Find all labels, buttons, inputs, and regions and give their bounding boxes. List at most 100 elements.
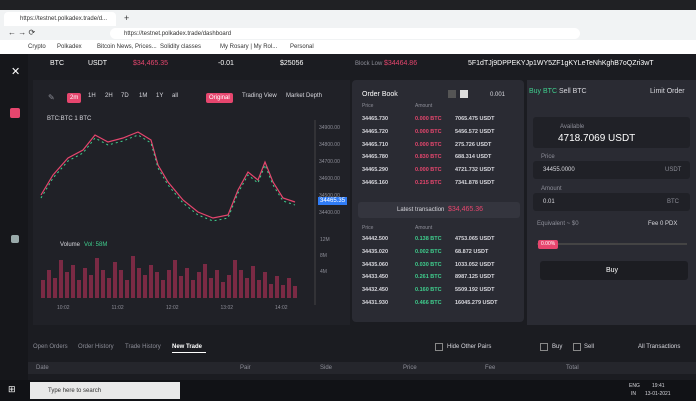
price-tick: 34800.00 [319,142,340,148]
history-tab[interactable]: Order History [78,344,114,350]
chart-view[interactable]: Original [206,93,233,103]
book-cell: 0.261 BTC [415,274,442,281]
table-header [28,362,696,374]
history-tab[interactable]: Trade History [125,344,161,350]
amount-label: Amount [541,186,562,192]
bookmark[interactable]: Crypto [28,44,46,50]
volume-bars [41,256,297,298]
latest-box [358,202,520,218]
book-header: Amount [415,103,433,109]
view-toggle[interactable] [460,90,468,98]
timeframe[interactable]: all [172,93,179,99]
checkbox[interactable] [573,343,581,351]
new-tab[interactable]: + [124,13,130,23]
slider-track[interactable] [537,243,687,245]
time-tick: 14:02 [275,305,288,311]
price-tick: 34600.00 [319,176,340,182]
book-cell: 34431.930 [362,300,388,306]
book-cell: 34442.500 [362,236,388,242]
slider-value[interactable]: 0.00% [538,240,559,249]
equivalent: Equivalent ~ $0 [537,221,579,227]
buy-tab[interactable]: Buy BTC [529,88,558,95]
volume-tick: 12M [320,237,330,243]
book-cell: 34465.290 [362,167,388,174]
book-cell: 34433.450 [362,274,388,281]
timeframe[interactable]: 7D [121,93,129,99]
book-cell: 275.726 USDT [455,141,492,148]
checkbox[interactable] [540,343,548,351]
available-label: Available [560,124,585,130]
history-tab[interactable]: Open Orders [33,344,68,350]
price-line [40,131,296,219]
book-cell: 34435.060 [362,261,388,268]
price-label: Price [541,154,555,160]
bookmark[interactable]: Bitcoin News, Prices... [97,44,157,50]
start[interactable]: ⊞ [8,384,16,394]
sell-tab[interactable]: Sell BTC [559,88,587,95]
precision[interactable]: 0.001 [490,92,506,98]
book-cell: 0.160 BTC [415,287,442,294]
url: https://testnet.polkadex.trade/dashboard [124,31,232,37]
bookmark[interactable]: Personal [290,44,314,50]
column-header: Pair [240,365,251,371]
sidebar-active[interactable] [10,108,20,118]
available: 4718.7069 USDT [558,133,636,144]
checkbox[interactable] [435,343,443,351]
buy-button[interactable] [540,261,688,280]
bookmark[interactable]: Polkadex [57,44,82,50]
amount-input[interactable] [533,193,690,211]
book-cell: 34465.730 [362,116,388,122]
fee[interactable]: Fee 0 PDX [648,221,678,227]
hide-pairs: Hide Other Pairs [447,344,492,350]
address-bar[interactable] [110,28,580,39]
book-cell: 0.000 BTC [415,141,442,148]
order-type[interactable]: Limit Order [650,88,685,95]
book-cell: 4721.732 USDT [455,167,495,174]
book-cell: 5456.572 USDT [455,128,495,135]
draw-tool[interactable]: ✎ [48,93,55,102]
region: IN [631,391,636,397]
book-cell: 34465.160 [362,180,388,186]
timeframe[interactable]: 2H [105,93,113,99]
timeframe[interactable]: 1Y [156,93,164,99]
price-tick: 34700.00 [319,159,340,165]
nav-buttons[interactable]: ← → ⟳ [8,28,36,37]
time-tick: 11:02 [111,305,124,311]
chart-view[interactable]: Trading View [242,93,277,99]
book-cell: 0.030 BTC [415,261,442,268]
book-cell: 8987.125 USDT [455,274,495,281]
volume: $25056 [280,60,304,67]
timeframe[interactable]: 2m [67,93,82,103]
transactions-filter[interactable]: All Transactions [638,344,681,350]
timeframe[interactable]: 1M [139,93,148,99]
last-price: $34,465.35 [133,60,169,67]
book-cell: 0.138 BTC [415,236,442,242]
book-cell: 7341.878 USDT [455,180,495,186]
bookmark[interactable]: Solidity classes [160,44,202,50]
search-box[interactable] [30,382,180,399]
base[interactable]: BTC [50,60,64,67]
chart-drawing [40,120,316,305]
chart-view[interactable]: Market Depth [286,93,323,99]
timeframe[interactable]: 1H [88,93,96,99]
book-cell: 34432.450 [362,287,388,294]
book-cell: 0.830 BTC [415,154,442,161]
view-toggle[interactable] [448,90,456,98]
bookmark[interactable]: My Rosary | My Rol... [220,44,278,50]
quote[interactable]: USDT [88,60,108,67]
history-tab[interactable]: New Trade [172,344,203,350]
sidebar-icon[interactable] [11,235,19,243]
tab[interactable] [4,12,116,26]
column-header: Price [403,365,417,371]
current-price-tag: 34465.35 [318,197,348,205]
buy-button-label: Buy [606,267,619,274]
book-cell: 7065.475 USDT [455,116,495,122]
price-input[interactable] [533,161,690,179]
pair-label: BTC:BTC 1 BTC [47,116,92,122]
book-header: Price [362,225,374,231]
book-cell: 34435.020 [362,248,388,255]
book-cell: 68.872 USDT [455,248,489,255]
bookmarks-bar [0,40,696,54]
order-book-title: Order Book [362,91,398,98]
